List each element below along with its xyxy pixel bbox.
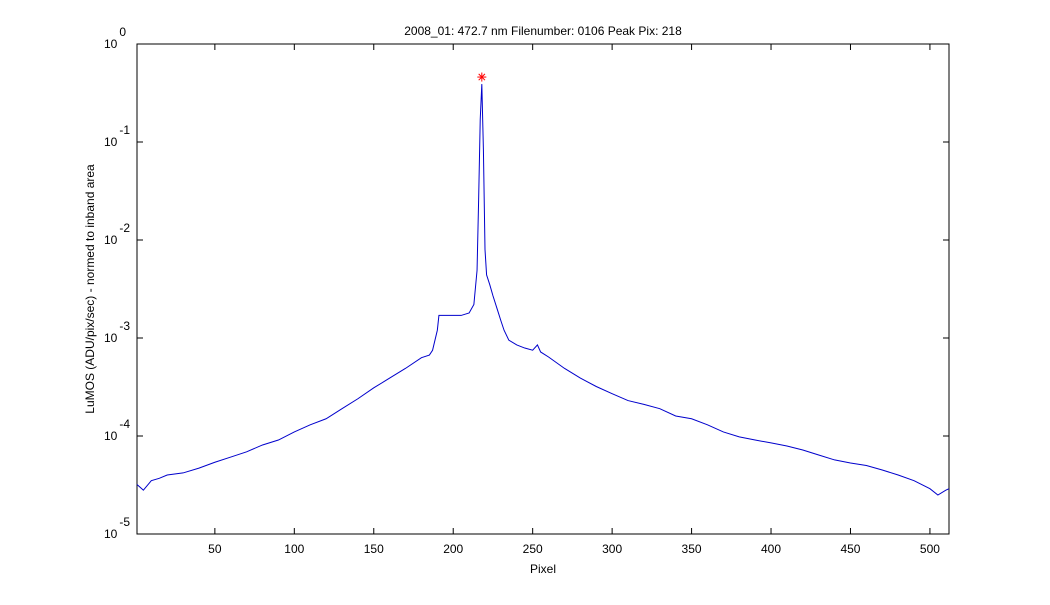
- y-axis-label: LuMOS (ADU/pix/sec) - normed to inband a…: [83, 164, 97, 414]
- peak-marker: [477, 72, 487, 82]
- y-tick-label: 10-1: [104, 123, 130, 149]
- y-tick-label: 10-2: [104, 221, 130, 247]
- y-tick-label: 10-4: [104, 417, 130, 443]
- x-tick-label: 100: [284, 542, 304, 556]
- y-tick-label: 10-5: [104, 515, 130, 541]
- x-tick-label: 400: [761, 542, 781, 556]
- x-tick-label: 300: [602, 542, 622, 556]
- x-tick-label: 450: [840, 542, 860, 556]
- x-tick-label: 350: [682, 542, 702, 556]
- x-tick-label: 250: [523, 542, 543, 556]
- peak-marker-stroke: [478, 73, 486, 81]
- data-line: [136, 84, 950, 496]
- y-tick-label: 10-3: [104, 319, 130, 345]
- x-tick-label: 150: [364, 542, 384, 556]
- y-tick-label: 100: [104, 25, 126, 51]
- plot-frame: [136, 43, 950, 535]
- x-axis-label: Pixel: [530, 562, 556, 576]
- x-tick-label: 50: [208, 542, 222, 556]
- x-tick-label: 500: [920, 542, 940, 556]
- chart-title: 2008_01: 472.7 nm Filenumber: 0106 Peak …: [404, 24, 682, 38]
- x-tick-label: 200: [443, 542, 463, 556]
